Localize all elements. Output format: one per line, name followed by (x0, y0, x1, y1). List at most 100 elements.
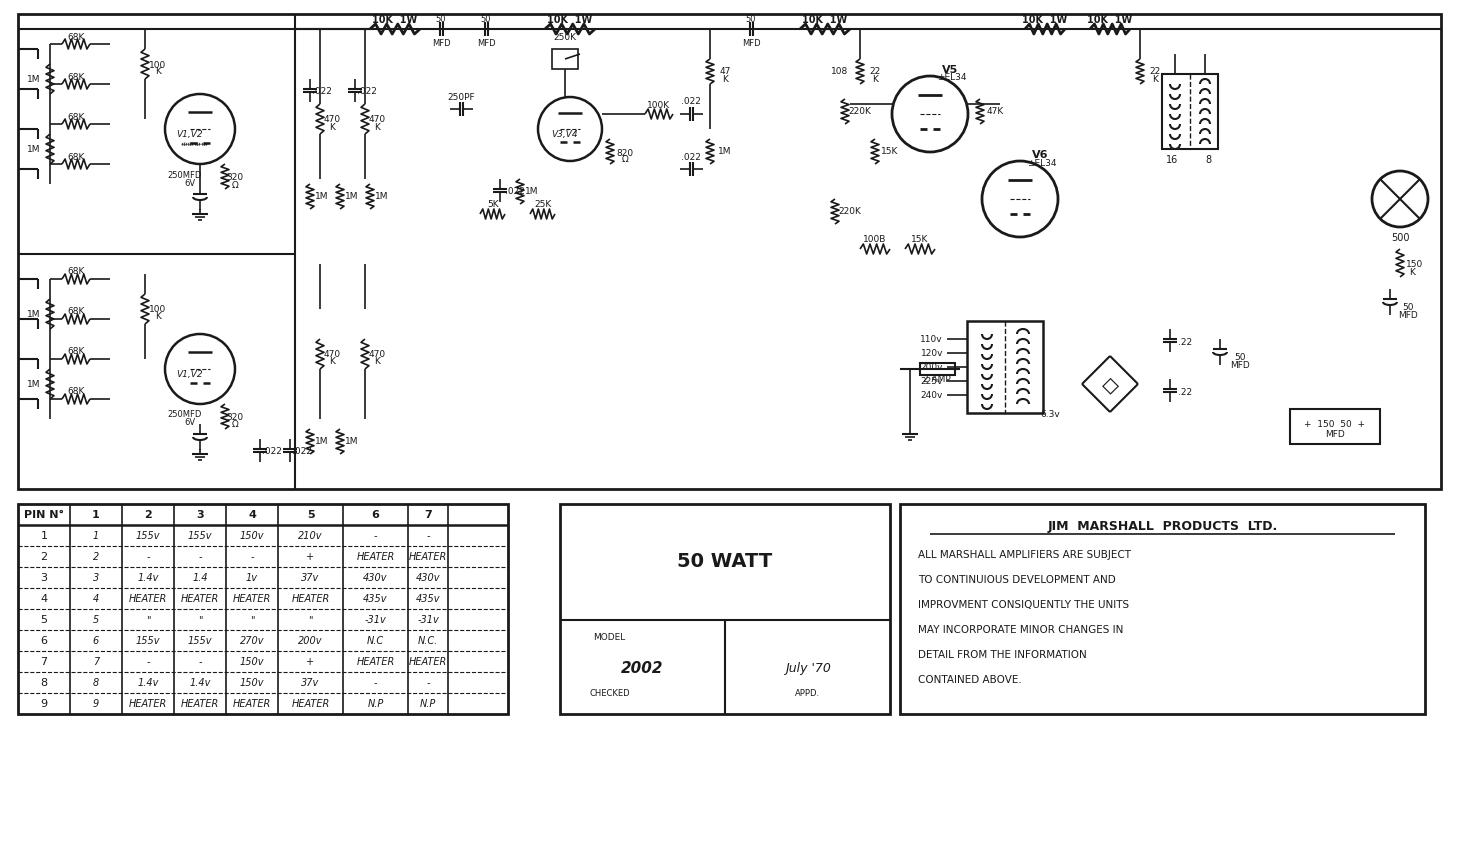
Text: 22: 22 (870, 67, 881, 77)
Text: 500: 500 (1390, 232, 1409, 243)
Text: 120v: 120v (921, 349, 943, 358)
Text: 150v: 150v (239, 657, 264, 666)
Text: 470: 470 (369, 115, 385, 124)
Text: HEATER: HEATER (409, 552, 446, 562)
Text: 6V: 6V (184, 418, 196, 427)
Text: 5: 5 (306, 510, 314, 520)
Text: V1,V2: V1,V2 (177, 370, 203, 379)
Text: K: K (330, 357, 336, 366)
Text: 3: 3 (196, 510, 204, 520)
Bar (1290, 410, 1380, 444)
Text: 220K: 220K (839, 208, 861, 216)
Text: 155v: 155v (136, 531, 160, 541)
Text: .22: .22 (1177, 338, 1192, 347)
Text: 100B: 100B (864, 235, 887, 245)
Text: HEATER: HEATER (128, 698, 168, 709)
Text: 150v: 150v (239, 531, 264, 541)
Text: .022: .022 (312, 88, 333, 96)
Text: 50: 50 (436, 15, 446, 24)
Text: K: K (330, 122, 336, 132)
Text: MFD: MFD (1325, 430, 1345, 439)
Text: -: - (198, 657, 201, 666)
Bar (18, 15, 1441, 489)
Text: HEATER: HEATER (128, 594, 168, 604)
Text: -: - (146, 657, 150, 666)
Text: ": " (249, 615, 254, 625)
Text: 250K: 250K (553, 34, 576, 42)
Text: CHECKED: CHECKED (589, 689, 630, 697)
Text: 50 WATT: 50 WATT (677, 552, 773, 571)
Text: MFD: MFD (741, 39, 760, 47)
Bar (552, 50, 578, 70)
Text: 6: 6 (93, 635, 99, 646)
Text: 820: 820 (617, 148, 633, 158)
Text: 1M: 1M (26, 76, 39, 84)
Text: 200v: 200v (298, 635, 322, 646)
Text: 22: 22 (1150, 67, 1160, 77)
Text: K: K (374, 122, 379, 132)
Text: -: - (251, 552, 254, 562)
Text: 9: 9 (93, 698, 99, 709)
Text: 10K  1W: 10K 1W (372, 15, 417, 25)
Text: 5: 5 (93, 615, 99, 625)
Text: MFD: MFD (432, 39, 451, 47)
Text: 1.4v: 1.4v (190, 678, 210, 688)
Text: 10K  1W: 10K 1W (1087, 15, 1132, 25)
Text: Ω: Ω (622, 155, 629, 164)
Text: 8: 8 (1205, 155, 1211, 164)
Text: 320: 320 (226, 173, 244, 183)
Bar (560, 505, 890, 714)
Text: HEATER: HEATER (356, 657, 394, 666)
Text: 225v: 225v (921, 377, 943, 386)
Text: 100K: 100K (648, 101, 671, 109)
Text: K: K (155, 313, 160, 321)
Text: 470: 470 (324, 350, 340, 359)
Text: 1.4: 1.4 (193, 573, 207, 583)
Text: 155v: 155v (188, 531, 212, 541)
Text: 4: 4 (248, 510, 255, 520)
Text: K: K (374, 357, 379, 366)
Text: CONTAINED ABOVE.: CONTAINED ABOVE. (918, 674, 1021, 684)
Text: 1v: 1v (247, 573, 258, 583)
Text: ±EL34: ±EL34 (937, 73, 967, 83)
Text: 2: 2 (93, 552, 99, 562)
Text: .22: .22 (1177, 388, 1192, 397)
Text: .022: .022 (357, 88, 376, 96)
Text: HEATER: HEATER (181, 698, 219, 709)
Text: 435v: 435v (416, 594, 441, 604)
Text: 6V: 6V (184, 178, 196, 188)
Text: 1M: 1M (26, 380, 39, 389)
Text: -: - (146, 552, 150, 562)
Text: July '70: July '70 (785, 661, 830, 674)
Text: 470: 470 (324, 115, 340, 124)
Bar (900, 505, 1425, 714)
Text: DETAIL FROM THE INFORMATION: DETAIL FROM THE INFORMATION (918, 649, 1087, 660)
Text: 68K: 68K (67, 72, 85, 82)
Text: 108: 108 (832, 67, 849, 77)
Text: ±EL34: ±EL34 (1027, 158, 1056, 167)
Text: 50: 50 (1402, 303, 1414, 313)
Text: N.C.: N.C. (417, 635, 438, 646)
Text: 2: 2 (144, 510, 152, 520)
Text: K: K (155, 67, 160, 77)
Text: ": " (146, 615, 150, 625)
Text: K: K (1409, 268, 1415, 277)
Text: -: - (426, 678, 430, 688)
Text: .022: .022 (681, 97, 700, 107)
Text: HEATER: HEATER (233, 594, 271, 604)
Text: 50: 50 (1234, 353, 1246, 362)
Text: ◇: ◇ (1102, 375, 1119, 394)
Text: ": " (308, 615, 312, 625)
Text: JIM  MARSHALL  PRODUCTS  LTD.: JIM MARSHALL PRODUCTS LTD. (1048, 520, 1278, 533)
Text: 3: 3 (93, 573, 99, 583)
Text: 250MFD: 250MFD (168, 170, 203, 179)
Text: 47: 47 (719, 67, 731, 77)
Text: 68K: 68K (67, 152, 85, 161)
Text: -31v: -31v (365, 615, 387, 625)
Text: 7: 7 (425, 510, 432, 520)
Text: 50: 50 (481, 15, 492, 24)
Text: 250MFD: 250MFD (168, 410, 203, 419)
Text: 5K: 5K (487, 201, 499, 209)
Text: MFD: MFD (1230, 361, 1250, 370)
Text: APPD.: APPD. (795, 689, 820, 697)
